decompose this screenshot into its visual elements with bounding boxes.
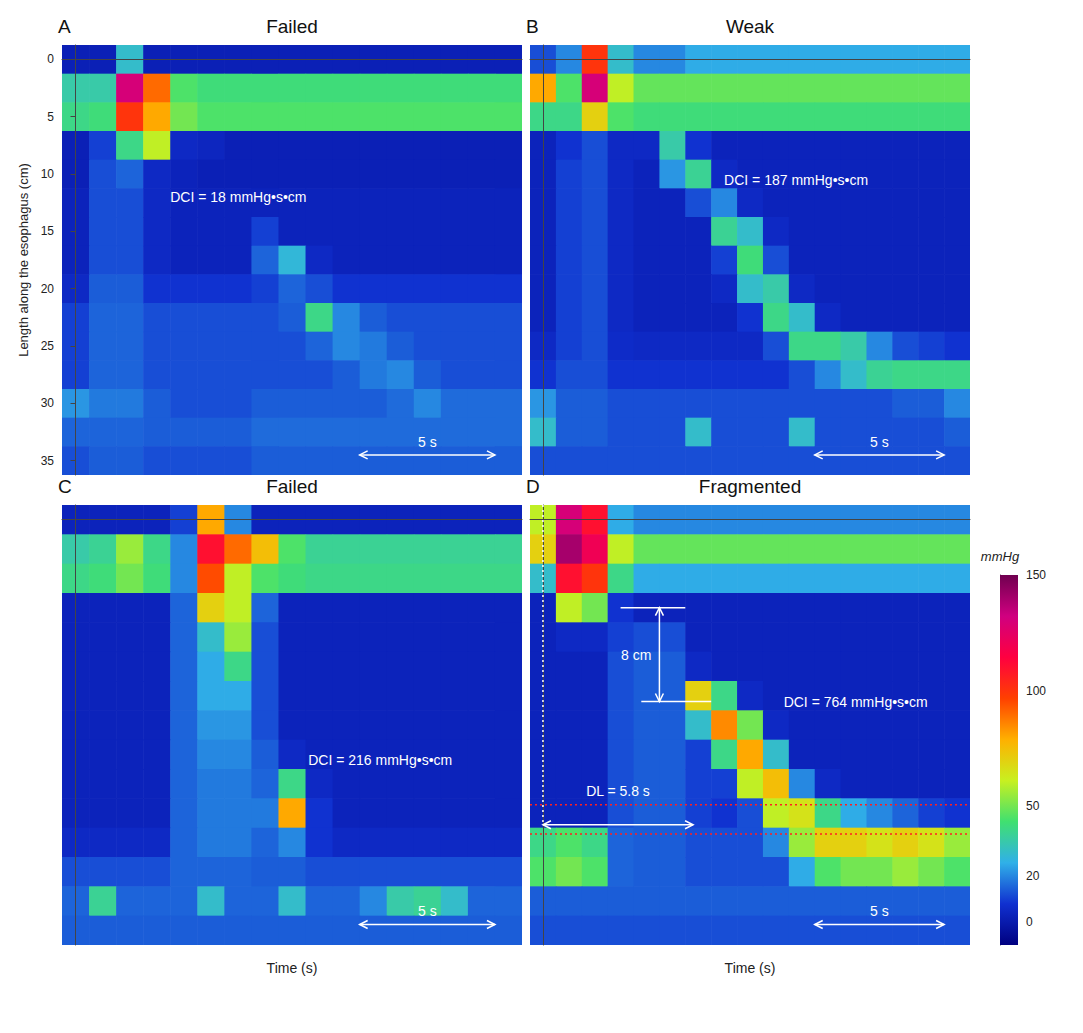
svg-text:5 s: 5 s — [870, 434, 889, 450]
svg-text:D: D — [526, 476, 540, 497]
svg-text:Failed: Failed — [266, 16, 318, 37]
svg-text:150: 150 — [1026, 568, 1046, 582]
svg-text:Fragmented: Fragmented — [699, 476, 801, 497]
svg-text:10: 10 — [41, 167, 55, 181]
svg-text:Length along the esophagus (cm: Length along the esophagus (cm) — [16, 163, 31, 357]
svg-text:mmHg: mmHg — [981, 549, 1020, 564]
svg-text:20: 20 — [41, 282, 55, 296]
svg-text:5 s: 5 s — [418, 903, 437, 919]
svg-text:0: 0 — [1026, 915, 1033, 929]
svg-text:5 s: 5 s — [870, 903, 889, 919]
svg-text:0: 0 — [47, 52, 54, 66]
svg-text:25: 25 — [41, 339, 55, 353]
svg-text:100: 100 — [1026, 684, 1046, 698]
svg-text:15: 15 — [41, 224, 55, 238]
svg-text:5: 5 — [47, 110, 54, 124]
svg-text:20: 20 — [1026, 869, 1040, 883]
svg-text:Weak: Weak — [726, 16, 775, 37]
svg-text:A: A — [58, 16, 71, 37]
svg-text:DL = 5.8 s: DL = 5.8 s — [586, 783, 650, 799]
svg-text:DCI = 18 mmHg•s•cm: DCI = 18 mmHg•s•cm — [170, 189, 306, 205]
svg-text:DCI = 187 mmHg•s•cm: DCI = 187 mmHg•s•cm — [724, 172, 868, 188]
svg-text:C: C — [58, 476, 72, 497]
svg-text:B: B — [526, 16, 539, 37]
svg-text:5 s: 5 s — [418, 434, 437, 450]
svg-text:35: 35 — [41, 454, 55, 468]
svg-text:30: 30 — [41, 396, 55, 410]
svg-text:Time (s): Time (s) — [267, 960, 318, 976]
svg-text:50: 50 — [1026, 799, 1040, 813]
svg-text:Failed: Failed — [266, 476, 318, 497]
svg-text:DCI = 216 mmHg•s•cm: DCI = 216 mmHg•s•cm — [308, 752, 452, 768]
svg-text:Time (s): Time (s) — [725, 960, 776, 976]
svg-text:8 cm: 8 cm — [621, 647, 651, 663]
svg-text:DCI = 764 mmHg•s•cm: DCI = 764 mmHg•s•cm — [784, 694, 928, 710]
